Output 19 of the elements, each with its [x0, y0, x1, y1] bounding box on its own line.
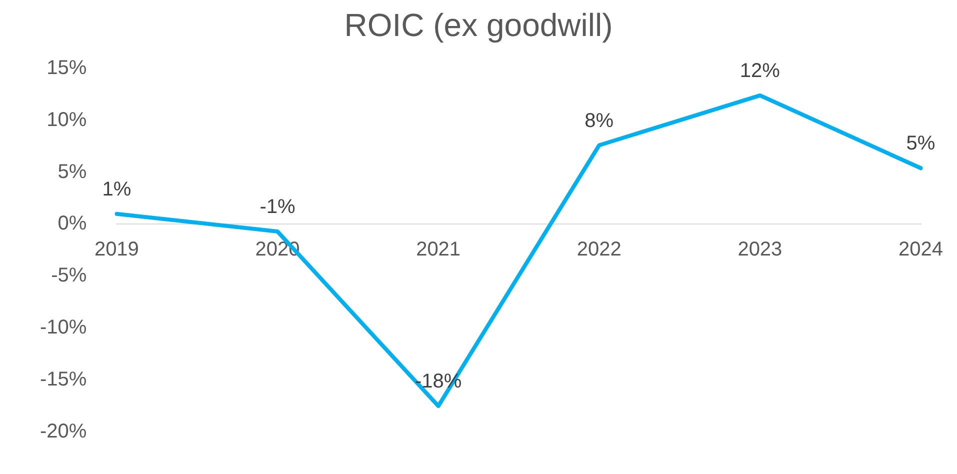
y-tick-label: 5%	[58, 160, 87, 183]
y-tick-label: -10%	[40, 316, 87, 339]
x-tick-label: 2023	[738, 238, 782, 261]
x-tick-label: 2024	[898, 238, 944, 261]
data-label: 1%	[102, 178, 132, 200]
x-tick-label: 2019	[94, 238, 139, 261]
y-tick-label: -15%	[40, 368, 87, 391]
y-tick-label: 0%	[58, 212, 87, 235]
data-label: 5%	[906, 132, 936, 155]
data-label: 8%	[584, 110, 614, 132]
data-label: -1%	[260, 196, 296, 218]
data-label: 12%	[740, 60, 780, 82]
x-tick-label: 2022	[576, 238, 622, 261]
y-tick-label: -20%	[40, 420, 87, 443]
y-tick-label: 15%	[46, 56, 87, 79]
y-tick-label: -5%	[51, 264, 87, 287]
chart-title: ROIC (ex goodwill)	[344, 7, 613, 44]
x-tick-label: 2021	[416, 238, 461, 261]
y-tick-label: 10%	[46, 108, 87, 131]
